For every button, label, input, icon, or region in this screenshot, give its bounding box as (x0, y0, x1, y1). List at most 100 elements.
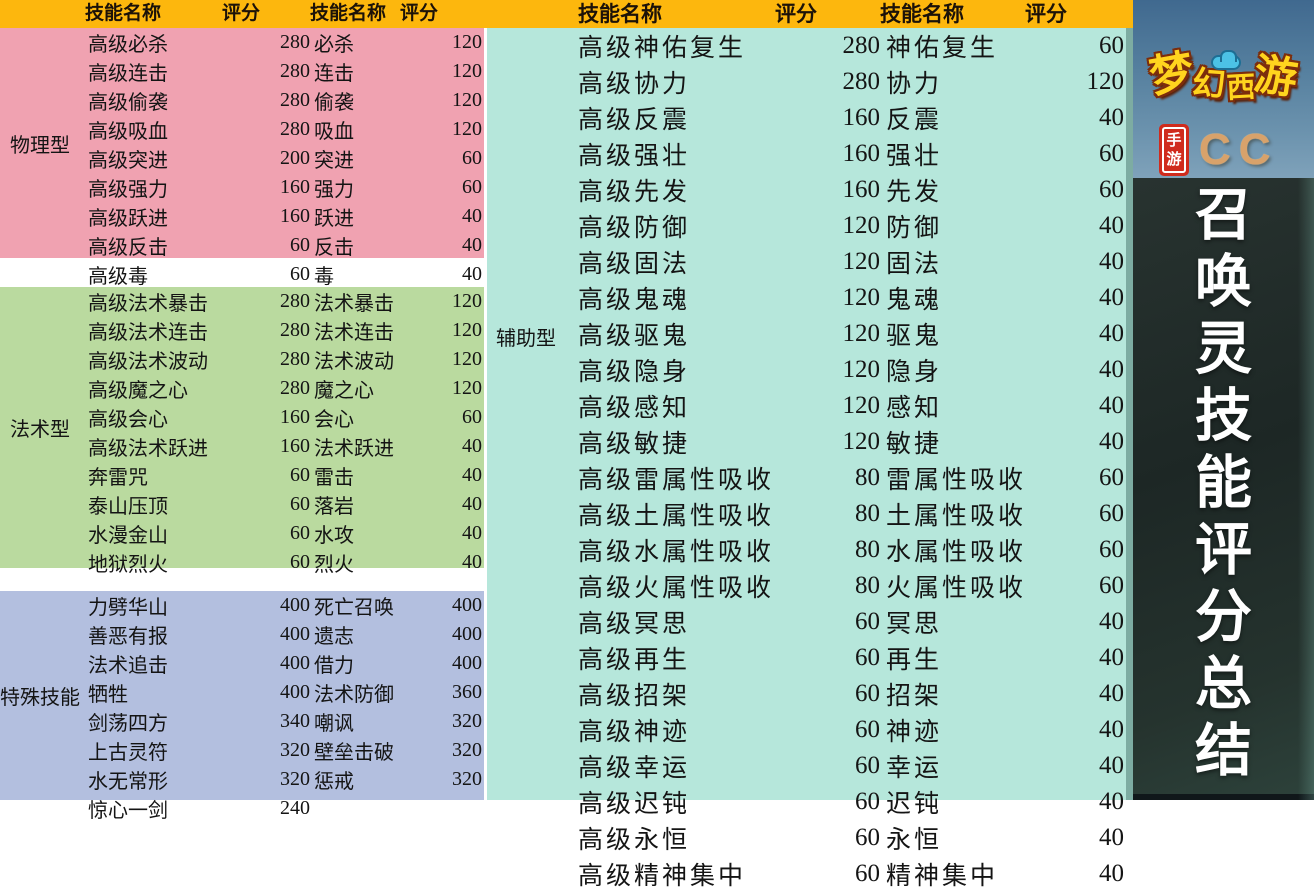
score-cell: 400 (280, 652, 310, 674)
score-cell: 280 (280, 89, 310, 111)
table-row: 高级水属性吸收 80 水属性吸收 60 (565, 532, 1133, 568)
score-cell: 120 (452, 348, 482, 370)
skill-name-cell: 高级法术连击 (88, 322, 208, 344)
score-cell: 40 (1099, 716, 1124, 743)
skill-name-cell: 高级先发 (578, 179, 691, 206)
score-cell: 340 (280, 710, 310, 732)
mobile-game-badge: 手 游 (1159, 124, 1189, 176)
skill-name-cell: 冥思 (886, 611, 943, 638)
badge-char: 手 (1166, 132, 1182, 149)
score-cell: 120 (452, 60, 482, 82)
skill-name-cell: 高级跃进 (88, 208, 168, 230)
skill-name-cell: 善恶有报 (88, 626, 168, 648)
skill-name-cell: 偷袭 (314, 92, 354, 114)
table-row: 高级吸血 280 吸血 120 (80, 115, 484, 144)
table-row: 高级精神集中 60 精神集中 40 (565, 856, 1133, 892)
skill-name-cell: 永恒 (886, 827, 943, 854)
table-row: 法术追击 400 借力 400 (80, 649, 484, 678)
skill-name-cell: 高级会心 (88, 409, 168, 431)
score-cell: 160 (280, 406, 310, 428)
score-cell: 80 (855, 500, 880, 527)
score-cell: 60 (855, 752, 880, 779)
skill-name-cell: 水属性吸收 (886, 539, 1027, 566)
physical-skill-section: 物理型 高级必杀 280 必杀 120 高级连击 280 连击 120 高级偷袭 280 偷袭 120… (0, 28, 484, 288)
score-cell: 40 (1099, 788, 1124, 815)
table-row: 高级神佑复生 280 神佑复生 60 (565, 28, 1133, 64)
table-row: 高级反震 160 反震 40 (565, 100, 1133, 136)
skill-name-cell: 必杀 (314, 34, 354, 56)
score-cell: 60 (855, 680, 880, 707)
table-row: 泰山压顶 60 落岩 40 (80, 490, 484, 519)
skill-name-cell: 神佑复生 (886, 35, 999, 62)
side-panel: 梦幻西游 手 游 CC 召唤灵技能评分总结 (1133, 0, 1314, 800)
score-cell: 40 (462, 551, 482, 573)
score-cell: 40 (1099, 752, 1124, 779)
score-cell: 320 (452, 739, 482, 761)
table-row: 高级会心 160 会心 60 (80, 403, 484, 432)
skill-name-cell: 嘲讽 (314, 713, 354, 735)
score-cell: 120 (452, 377, 482, 399)
score-cell: 400 (280, 681, 310, 703)
skill-name-cell: 高级永恒 (578, 827, 691, 854)
table-row: 高级敏捷 120 敏捷 40 (565, 424, 1133, 460)
logo-char: 游 (1251, 50, 1301, 104)
skill-name-cell: 火属性吸收 (886, 575, 1027, 602)
table-row: 水无常形 320 惩戒 320 (80, 765, 484, 794)
score-cell: 60 (462, 147, 482, 169)
support-skill-table: 辅助型 高级神佑复生 280 神佑复生 60 高级协力 280 协力 120 高级反震 160 反震… (487, 28, 1133, 890)
table-row: 高级跃进 160 跃进 40 (80, 202, 484, 231)
title-char: 召 (1195, 183, 1252, 247)
skill-name-cell: 突进 (314, 150, 354, 172)
score-cell: 160 (842, 140, 881, 167)
score-cell: 60 (855, 824, 880, 851)
skill-name-cell: 高级强壮 (578, 143, 691, 170)
score-cell: 280 (280, 319, 310, 341)
skill-name-cell: 高级反震 (578, 107, 691, 134)
table-row: 地狱烈火 60 烈火 40 (80, 548, 484, 577)
score-cell: 60 (855, 788, 880, 815)
score-cell: 60 (290, 464, 310, 486)
category-label-special: 特殊技能 (0, 687, 80, 709)
table-row: 高级强壮 160 强壮 60 (565, 136, 1133, 172)
score-cell: 40 (1099, 212, 1124, 239)
skill-name-cell: 惩戒 (314, 771, 354, 793)
score-cell: 280 (280, 377, 310, 399)
score-cell: 120 (842, 392, 881, 419)
skill-name-cell: 高级反击 (88, 237, 168, 259)
score-cell: 60 (1099, 464, 1124, 491)
table-row: 高级连击 280 连击 120 (80, 57, 484, 86)
column-header-score: 评分 (775, 2, 817, 26)
table-row: 高级神迹 60 神迹 40 (565, 712, 1133, 748)
skill-name-cell: 高级突进 (88, 150, 168, 172)
score-cell: 40 (1099, 680, 1124, 707)
left-skill-table: 物理型 高级必杀 280 必杀 120 高级连击 280 连击 120 高级偷袭 280 偷袭 120… (0, 0, 484, 822)
score-cell: 40 (462, 493, 482, 515)
table-row: 高级土属性吸收 80 土属性吸收 60 (565, 496, 1133, 532)
table-header-bar: 技能名称 评分 技能名称 评分 技能名称 评分 技能名称 评分 (0, 0, 1133, 28)
score-cell: 160 (280, 435, 310, 457)
table-row: 高级冥思 60 冥思 40 (565, 604, 1133, 640)
skill-name-cell: 连击 (314, 63, 354, 85)
skill-name-cell: 高级法术暴击 (88, 293, 208, 315)
score-cell: 120 (452, 31, 482, 53)
game-logo: 梦幻西游 (1133, 38, 1314, 104)
score-cell: 40 (1099, 392, 1124, 419)
score-cell: 120 (842, 248, 881, 275)
score-cell: 80 (855, 572, 880, 599)
category-label-support: 辅助型 (496, 328, 556, 350)
table-row: 高级必杀 280 必杀 120 (80, 28, 484, 57)
skill-name-cell: 惊心一剑 (88, 800, 168, 822)
score-cell: 200 (280, 147, 310, 169)
score-cell: 40 (1099, 356, 1124, 383)
score-cell: 60 (855, 860, 880, 887)
score-cell: 400 (452, 594, 482, 616)
table-row: 高级招架 60 招架 40 (565, 676, 1133, 712)
skill-name-cell: 高级精神集中 (578, 863, 747, 890)
skill-name-cell: 幸运 (886, 755, 943, 782)
score-cell: 120 (452, 89, 482, 111)
score-cell: 60 (290, 551, 310, 573)
badge-char: 游 (1166, 151, 1182, 168)
skill-name-cell: 法术连击 (314, 322, 394, 344)
title-char: 结 (1195, 719, 1252, 783)
score-cell: 40 (462, 234, 482, 256)
